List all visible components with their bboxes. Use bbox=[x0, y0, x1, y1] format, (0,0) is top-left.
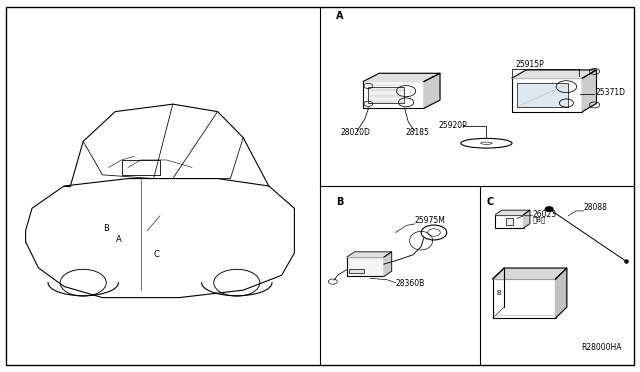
Text: C: C bbox=[486, 197, 493, 207]
Polygon shape bbox=[364, 73, 440, 81]
Text: （B）: （B） bbox=[532, 217, 546, 223]
Bar bbox=[517, 83, 568, 107]
Polygon shape bbox=[524, 210, 530, 228]
Text: 25975M: 25975M bbox=[415, 216, 445, 225]
Bar bbox=[506, 218, 513, 225]
Text: A: A bbox=[336, 11, 344, 21]
Polygon shape bbox=[582, 70, 596, 112]
Text: B: B bbox=[336, 197, 344, 207]
Bar bbox=[369, 87, 404, 103]
Text: 26023: 26023 bbox=[532, 209, 557, 218]
Polygon shape bbox=[347, 252, 392, 257]
Polygon shape bbox=[384, 252, 392, 276]
Text: R28000HA: R28000HA bbox=[582, 343, 622, 352]
Bar bbox=[347, 257, 384, 276]
Polygon shape bbox=[512, 70, 596, 78]
Polygon shape bbox=[556, 268, 567, 318]
Text: 25371D: 25371D bbox=[595, 88, 625, 97]
Text: B: B bbox=[102, 224, 109, 232]
Bar bbox=[495, 215, 524, 228]
Text: 28360B: 28360B bbox=[396, 279, 425, 288]
Circle shape bbox=[545, 207, 553, 211]
Polygon shape bbox=[493, 268, 567, 279]
Text: C: C bbox=[154, 250, 160, 259]
Text: B: B bbox=[496, 290, 500, 296]
Text: 25915P: 25915P bbox=[516, 60, 544, 69]
Text: 28185: 28185 bbox=[406, 128, 429, 137]
Text: 28020D: 28020D bbox=[340, 128, 371, 137]
Bar bbox=[364, 81, 424, 108]
Bar bbox=[493, 279, 556, 318]
Bar bbox=[512, 78, 582, 112]
Polygon shape bbox=[495, 210, 530, 215]
Bar bbox=[349, 269, 364, 273]
Polygon shape bbox=[424, 73, 440, 108]
Text: 25920P: 25920P bbox=[438, 121, 467, 130]
Text: A: A bbox=[116, 235, 121, 244]
Bar bbox=[122, 160, 160, 175]
Text: 28088: 28088 bbox=[584, 203, 607, 212]
